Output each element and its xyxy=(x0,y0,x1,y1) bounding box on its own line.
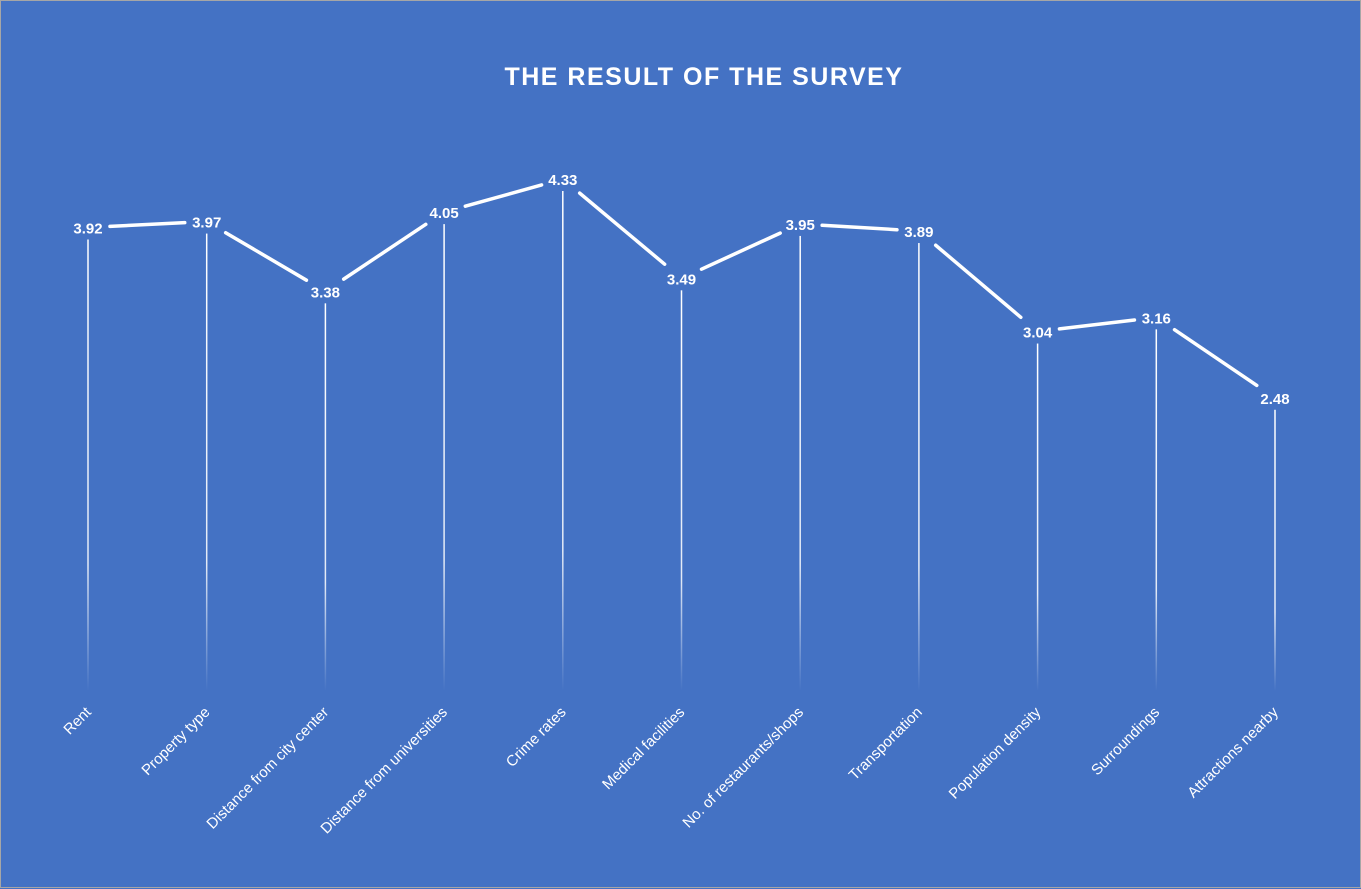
drop-line xyxy=(918,243,920,691)
data-label: 2.48 xyxy=(1260,391,1289,408)
drop-line xyxy=(324,303,327,691)
series-line-segment xyxy=(1172,327,1259,388)
drop-lines xyxy=(87,191,1276,692)
category-label: Distance from city center xyxy=(203,704,332,833)
category-label: Crime rates xyxy=(503,704,570,771)
category-label: Medical facilities xyxy=(599,704,688,793)
data-labels: 3.92 3.97 3.38 4.05 4.33 3.49 3.95 3.89 3.04 3.16… xyxy=(73,172,1289,408)
drop-line xyxy=(443,224,445,691)
series-line-segment xyxy=(108,220,187,229)
data-label: 4.05 xyxy=(429,205,458,222)
series-line-segment xyxy=(341,222,428,281)
drop-line xyxy=(1036,343,1039,691)
data-label: 3.04 xyxy=(1023,325,1053,342)
series-line-segment xyxy=(820,223,899,232)
category-label: No. of restaurants/shops xyxy=(679,704,807,832)
category-label: Attractions nearby xyxy=(1184,703,1282,801)
drop-line xyxy=(799,235,801,691)
series-line-segment xyxy=(933,243,1023,320)
category-label: Population density xyxy=(946,703,1045,802)
drop-line xyxy=(680,290,683,691)
data-label: 3.38 xyxy=(311,284,340,301)
category-label: Rent xyxy=(60,703,95,738)
chart-title: THE RESULT OF THE SURVEY xyxy=(504,63,903,91)
category-label: Transportation xyxy=(846,704,926,784)
data-label: 3.97 xyxy=(192,215,221,232)
drop-line xyxy=(205,233,208,692)
data-label: 3.49 xyxy=(667,271,696,288)
data-label: 3.16 xyxy=(1142,310,1171,327)
drop-line xyxy=(1155,329,1158,691)
data-label: 3.92 xyxy=(73,220,102,237)
series-line-segment xyxy=(699,231,782,271)
series-line-segment xyxy=(223,230,309,282)
category-label: Property type xyxy=(138,704,213,779)
series-line-group xyxy=(108,183,1259,388)
drop-line xyxy=(562,191,564,691)
drop-line xyxy=(1274,409,1276,691)
data-label: 4.33 xyxy=(548,172,577,189)
series-line-segment xyxy=(577,191,667,266)
category-label: Distance from universities xyxy=(317,704,450,837)
data-label: 3.95 xyxy=(786,217,815,234)
series-line-segment xyxy=(1057,318,1137,331)
category-label: Surroundings xyxy=(1088,704,1163,779)
drop-line xyxy=(87,239,89,692)
series-line-segment xyxy=(463,183,544,208)
data-label: 3.89 xyxy=(904,224,933,241)
